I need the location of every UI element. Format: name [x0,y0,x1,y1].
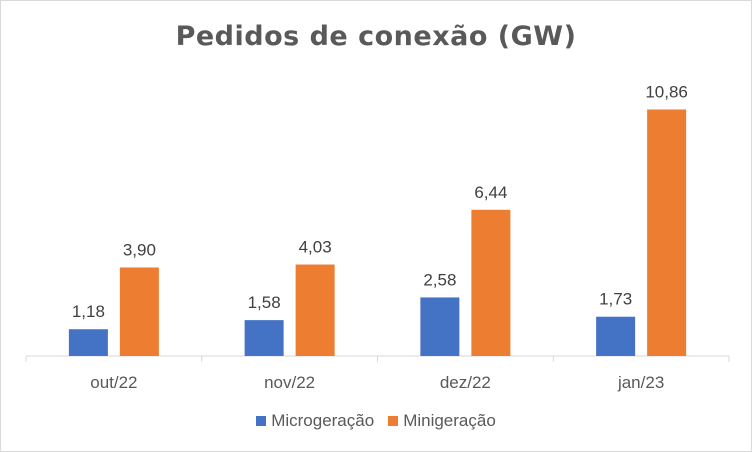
bar-minigeracao [647,109,687,356]
data-label-minigeracao: 6,44 [474,183,507,202]
bar-microgeracao [596,316,636,356]
x-tick-label: jan/23 [617,373,664,392]
data-label-minigeracao: 3,90 [123,240,156,259]
bar-minigeracao [119,267,159,356]
chart-legend: Microgeração Minigeração [1,411,751,431]
bar-minigeracao [295,264,335,356]
x-tick-label: nov/22 [264,373,315,392]
data-label-minigeracao: 10,86 [645,82,688,101]
bar-microgeracao [68,329,108,356]
legend-label-minigeracao: Minigeração [403,411,496,430]
bar-microgeracao [420,297,460,356]
x-tick-label: dez/22 [440,373,491,392]
chart-title: Pedidos de conexão (GW) [175,21,577,52]
bar-minigeracao [471,209,511,356]
legend-item-microgeracao: Microgeração [256,411,374,431]
x-tick-label: out/22 [90,373,137,392]
legend-swatch-microgeracao [256,416,267,426]
legend-label-microgeracao: Microgeração [271,411,375,430]
bar-microgeracao [244,320,284,356]
legend-swatch-minigeracao [388,416,399,426]
data-label-minigeracao: 4,03 [299,238,332,257]
data-label-microgeracao: 1,73 [599,290,632,309]
data-label-microgeracao: 2,58 [423,270,456,289]
data-label-microgeracao: 1,18 [72,302,105,321]
legend-item-minigeracao: Minigeração [388,411,496,431]
data-label-microgeracao: 1,58 [248,293,281,312]
